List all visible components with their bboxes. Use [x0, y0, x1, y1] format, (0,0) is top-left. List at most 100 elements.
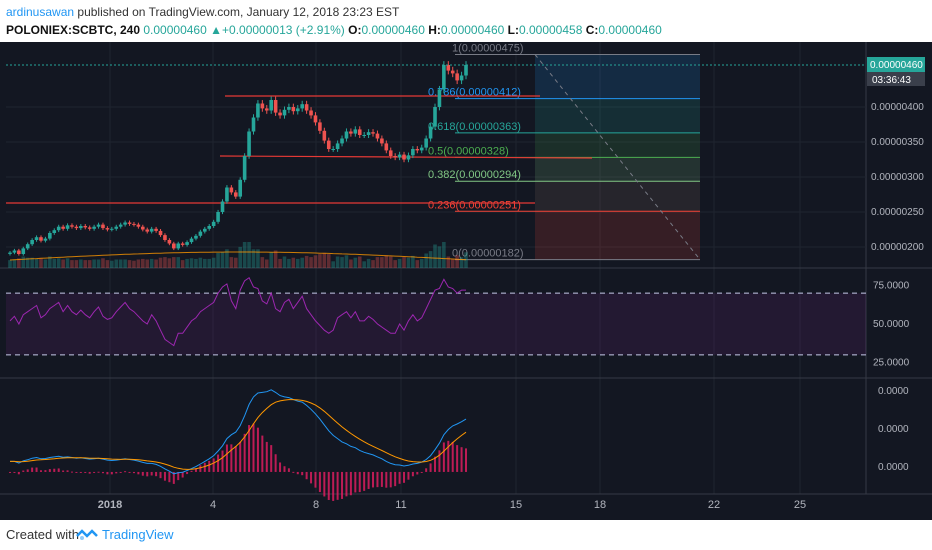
- candle-body[interactable]: [428, 126, 433, 139]
- candle-body[interactable]: [384, 143, 389, 151]
- candle-body[interactable]: [313, 115, 318, 123]
- candle-body[interactable]: [238, 179, 243, 197]
- candle-body[interactable]: [326, 140, 331, 149]
- candle-body[interactable]: [388, 150, 393, 156]
- chart-canvas[interactable]: 0.00000400 0.00000350 0.00000300 0.00000250…: [0, 42, 932, 520]
- candle-body[interactable]: [12, 250, 17, 253]
- candle-body[interactable]: [21, 248, 26, 254]
- candle-body[interactable]: [132, 223, 136, 225]
- candle-body[interactable]: [30, 240, 34, 245]
- candle-body[interactable]: [56, 226, 61, 231]
- candle-body[interactable]: [96, 224, 101, 227]
- candle-body[interactable]: [380, 138, 384, 144]
- candle-body[interactable]: [318, 122, 322, 131]
- candle-body[interactable]: [43, 238, 48, 241]
- candle-body[interactable]: [273, 100, 278, 113]
- candle-body[interactable]: [256, 103, 260, 118]
- candle-body[interactable]: [424, 138, 428, 148]
- candle-body[interactable]: [180, 243, 185, 245]
- candle-body[interactable]: [366, 132, 371, 135]
- author-link[interactable]: ardinusawan: [6, 5, 75, 19]
- candle-body[interactable]: [167, 240, 172, 244]
- candle-body[interactable]: [402, 154, 406, 160]
- candle-body[interactable]: [450, 70, 455, 74]
- candle-body[interactable]: [123, 222, 127, 225]
- candle-body[interactable]: [48, 233, 52, 239]
- candle-body[interactable]: [437, 89, 442, 108]
- candle-body[interactable]: [260, 103, 265, 109]
- candle-body[interactable]: [189, 238, 194, 243]
- candle-body[interactable]: [8, 252, 12, 254]
- candle-body[interactable]: [371, 132, 375, 134]
- candle-body[interactable]: [87, 227, 92, 229]
- candle-body[interactable]: [322, 130, 327, 141]
- candle-body[interactable]: [340, 138, 344, 144]
- candle-body[interactable]: [229, 187, 234, 193]
- candle-body[interactable]: [287, 107, 291, 110]
- candle-body[interactable]: [34, 237, 39, 240]
- candle-body[interactable]: [154, 228, 158, 231]
- candle-body[interactable]: [83, 226, 88, 228]
- chart-panel[interactable]: [0, 42, 932, 520]
- candle-body[interactable]: [349, 131, 353, 134]
- candle-body[interactable]: [242, 156, 247, 180]
- candle-body[interactable]: [362, 135, 366, 136]
- candle-body[interactable]: [446, 65, 451, 71]
- candle-body[interactable]: [136, 224, 141, 227]
- candle-body[interactable]: [419, 147, 424, 151]
- candle-body[interactable]: [225, 187, 229, 202]
- candle-body[interactable]: [295, 108, 300, 112]
- candle-body[interactable]: [278, 112, 282, 116]
- candle-body[interactable]: [211, 221, 216, 226]
- candle-body[interactable]: [39, 237, 43, 241]
- candle-body[interactable]: [247, 131, 251, 157]
- candle-body[interactable]: [300, 104, 304, 109]
- candle-body[interactable]: [411, 149, 415, 156]
- candle-body[interactable]: [70, 225, 74, 227]
- candle-body[interactable]: [331, 149, 335, 150]
- candle-body[interactable]: [264, 108, 269, 111]
- candle-body[interactable]: [141, 226, 145, 230]
- candle-body[interactable]: [198, 231, 203, 236]
- candle-body[interactable]: [207, 226, 212, 229]
- candle-body[interactable]: [433, 107, 437, 127]
- candle-body[interactable]: [149, 228, 154, 232]
- candle-body[interactable]: [251, 117, 256, 132]
- candle-body[interactable]: [163, 235, 167, 240]
- candle-body[interactable]: [291, 107, 296, 112]
- candle-body[interactable]: [172, 243, 176, 249]
- candle-body[interactable]: [52, 230, 57, 233]
- candle-body[interactable]: [397, 154, 402, 158]
- candle-body[interactable]: [194, 235, 198, 239]
- candle-body[interactable]: [455, 73, 459, 81]
- candle-body[interactable]: [459, 75, 464, 81]
- candle-body[interactable]: [79, 226, 83, 229]
- candle-body[interactable]: [216, 212, 220, 222]
- candle-body[interactable]: [282, 109, 287, 116]
- tradingview-brand-link[interactable]: TradingView: [102, 527, 174, 542]
- candle-body[interactable]: [406, 155, 411, 160]
- candle-body[interactable]: [202, 228, 207, 232]
- candle-body[interactable]: [74, 226, 79, 229]
- candle-body[interactable]: [61, 226, 65, 229]
- candle-body[interactable]: [357, 129, 362, 135]
- candle-body[interactable]: [344, 131, 349, 139]
- candle-body[interactable]: [220, 201, 225, 213]
- candle-body[interactable]: [65, 225, 70, 229]
- candle-body[interactable]: [375, 133, 380, 139]
- candle-body[interactable]: [101, 224, 105, 229]
- candle-body[interactable]: [464, 65, 468, 76]
- candle-body[interactable]: [269, 100, 274, 111]
- candle-body[interactable]: [233, 192, 238, 197]
- candle-body[interactable]: [17, 250, 21, 255]
- candle-body[interactable]: [127, 222, 132, 224]
- candle-body[interactable]: [114, 226, 119, 229]
- candle-body[interactable]: [304, 104, 309, 111]
- candle-body[interactable]: [335, 143, 340, 149]
- candle-body[interactable]: [158, 230, 163, 236]
- candle-body[interactable]: [105, 228, 110, 230]
- candle-body[interactable]: [185, 242, 189, 245]
- candle-body[interactable]: [25, 244, 30, 249]
- candle-body[interactable]: [110, 228, 114, 230]
- candle-body[interactable]: [92, 226, 96, 229]
